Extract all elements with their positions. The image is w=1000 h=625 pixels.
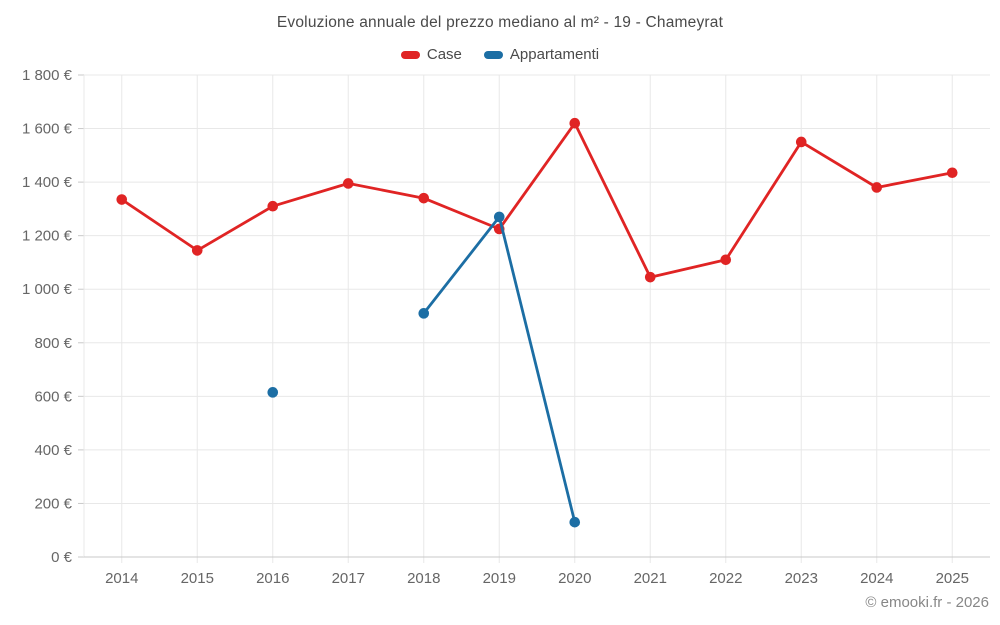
data-point-appartamenti-2016 xyxy=(267,387,279,398)
legend-swatch-icon xyxy=(400,50,420,59)
y-tick-label: 1 200 € xyxy=(22,228,73,245)
x-tick-label: 2024 xyxy=(860,570,893,587)
chart-header: Evoluzione annuale del prezzo mediano al… xyxy=(0,14,1000,32)
data-point-case-2015 xyxy=(191,245,203,256)
legend-swatch-icon xyxy=(483,50,503,59)
x-tick-label: 2016 xyxy=(256,570,289,587)
data-point-appartamenti-2019 xyxy=(493,211,505,223)
x-tick-label: 2020 xyxy=(558,570,591,587)
y-tick-label: 200 € xyxy=(34,495,72,512)
x-tick-label: 2018 xyxy=(407,570,440,587)
legend-item-appartamenti[interactable]: Appartamenti xyxy=(483,46,600,63)
data-point-case-2014 xyxy=(116,194,128,205)
x-tick-label: 2022 xyxy=(709,570,742,587)
x-tick-label: 2017 xyxy=(332,570,365,587)
watermark-credit: © emooki.fr - 2026 xyxy=(865,594,989,611)
data-point-case-2022 xyxy=(720,254,732,266)
data-point-case-2020 xyxy=(569,117,581,129)
legend-item-case[interactable]: Case xyxy=(400,46,462,63)
x-tick-label: 2015 xyxy=(181,570,214,587)
legend-label: Appartamenti xyxy=(509,46,600,63)
data-point-case-2025 xyxy=(946,167,958,179)
data-point-case-2024 xyxy=(871,182,883,193)
series-line-case xyxy=(120,121,954,279)
x-tick-label: 2023 xyxy=(785,570,818,587)
x-tick-label: 2019 xyxy=(483,570,516,587)
data-point-appartamenti-2020 xyxy=(569,516,581,528)
y-tick-label: 1 000 € xyxy=(22,281,73,298)
data-point-appartamenti-2018 xyxy=(418,308,430,319)
y-tick-label: 0 € xyxy=(51,549,73,566)
data-point-case-2021 xyxy=(644,271,656,283)
y-tick-label: 800 € xyxy=(34,335,72,352)
legend-label: Case xyxy=(426,46,462,63)
chart-legend: Case Appartamenti xyxy=(0,46,1000,63)
y-tick-label: 1 600 € xyxy=(22,121,73,138)
data-point-case-2016 xyxy=(267,200,279,212)
x-tick-label: 2014 xyxy=(105,570,138,587)
chart-title: Evoluzione annuale del prezzo mediano al… xyxy=(276,14,724,31)
x-tick-label: 2025 xyxy=(936,570,969,587)
y-tick-label: 400 € xyxy=(34,442,72,459)
x-tick-label: 2021 xyxy=(634,570,667,587)
y-tick-label: 600 € xyxy=(34,388,72,405)
data-point-case-2023 xyxy=(795,136,807,148)
data-point-case-2017 xyxy=(342,178,354,189)
y-tick-label: 1 800 € xyxy=(22,67,73,84)
data-point-case-2018 xyxy=(418,192,430,204)
y-tick-label: 1 400 € xyxy=(22,174,73,191)
